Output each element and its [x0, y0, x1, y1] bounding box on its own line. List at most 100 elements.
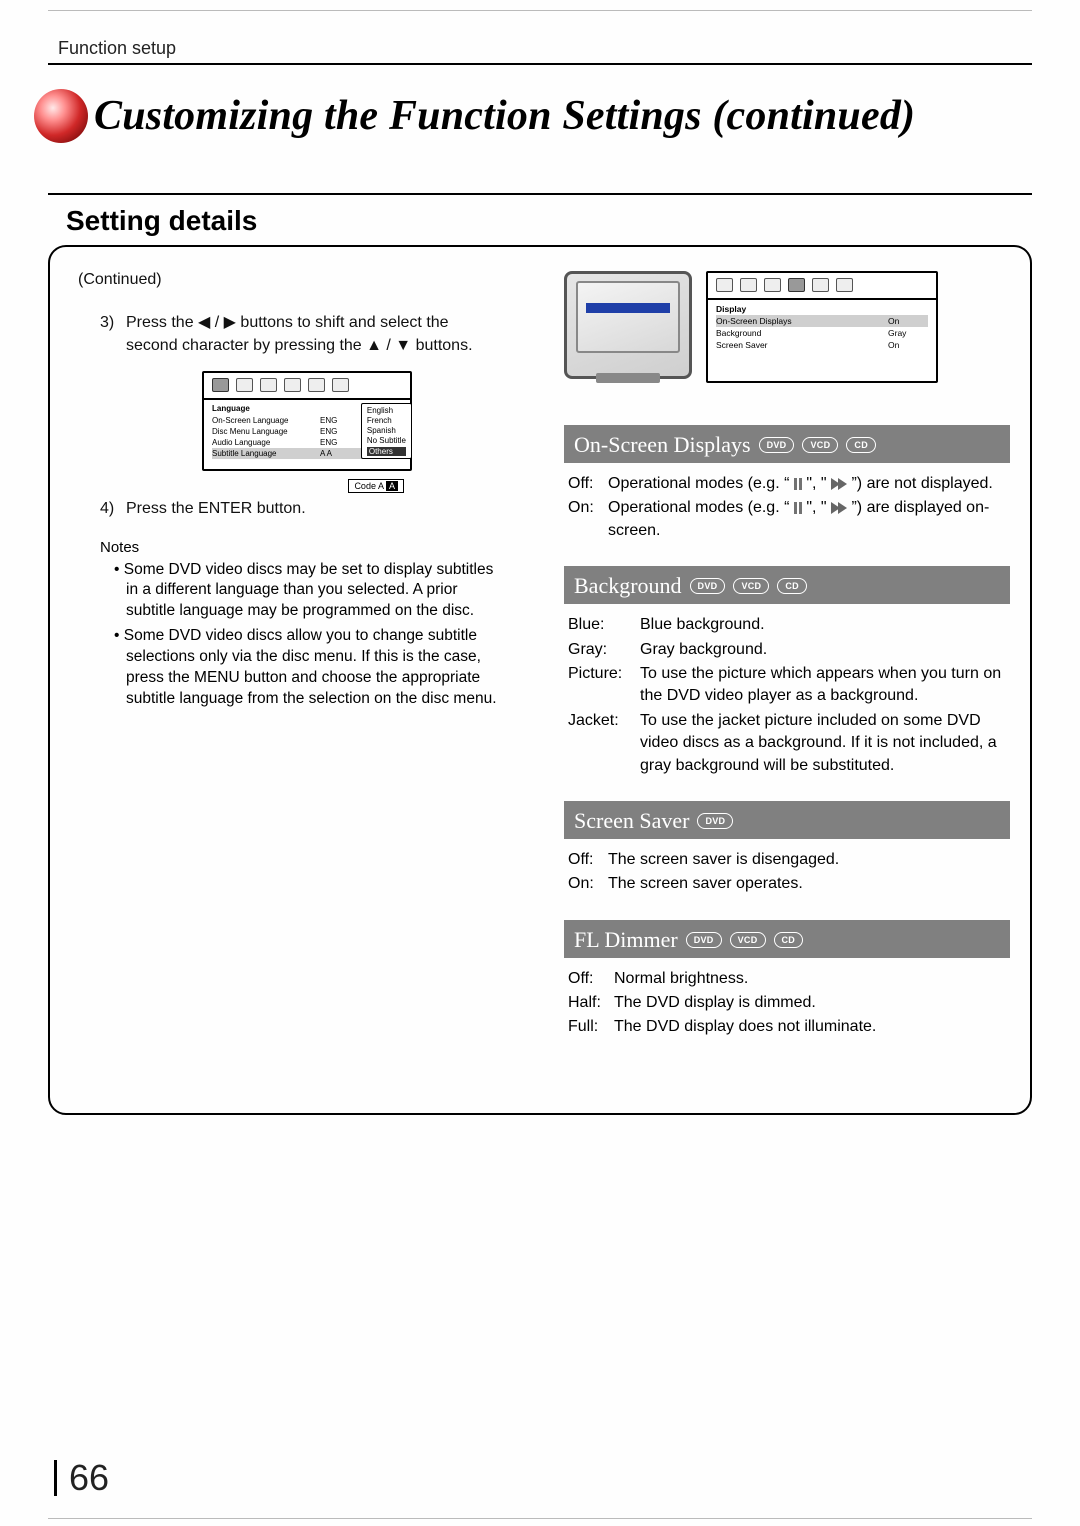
- definition-key: Off:: [568, 968, 614, 990]
- content-box: (Continued) 3) Press the ◀ / ▶ buttons t…: [48, 245, 1032, 1115]
- disc-type-pill: DVD: [697, 813, 733, 829]
- display-figure-row: Display On-Screen DisplaysOnBackgroundGr…: [564, 271, 1010, 383]
- display-osd-figure: Display On-Screen DisplaysOnBackgroundGr…: [706, 271, 938, 383]
- definition-value: To use the picture which appears when yo…: [640, 663, 1006, 708]
- osd-tab-icon: [716, 278, 733, 292]
- tv-illustration: [564, 271, 692, 379]
- subsection-title: Screen Saver: [574, 808, 689, 834]
- definition-key: Full:: [568, 1016, 614, 1038]
- disc-type-pill: CD: [846, 437, 876, 453]
- subsection-content: Off:Operational modes (e.g. “ ", " ”) ar…: [564, 473, 1010, 566]
- disc-type-pill: VCD: [730, 932, 766, 948]
- definition-row: Jacket:To use the jacket picture include…: [568, 710, 1006, 777]
- definition-value: Operational modes (e.g. “ ", " ”) are no…: [608, 473, 1006, 495]
- osd-tab-icon: [260, 378, 277, 392]
- definition-key: On:: [568, 497, 608, 542]
- definition-key: Off:: [568, 473, 608, 495]
- definition-value: To use the jacket picture included on so…: [640, 710, 1006, 777]
- setting-frame: Setting details (Continued) 3) Press the…: [48, 193, 1032, 1115]
- osd-side-item: English: [367, 406, 406, 415]
- osd-tab-icon: [332, 378, 349, 392]
- code-label: Code: [354, 481, 376, 491]
- definition-key: Off:: [568, 849, 608, 871]
- page: Function setup Customizing the Function …: [0, 0, 1080, 1526]
- osd-tab-icon: [764, 278, 781, 292]
- osd-row: On-Screen DisplaysOn: [716, 315, 928, 327]
- osd-side-others: Others: [367, 447, 406, 456]
- notes-list: Some DVD video discs may be set to displ…: [114, 560, 504, 710]
- definition-value: Operational modes (e.g. “ ", " ”) are di…: [608, 497, 1006, 542]
- step-4: 4) Press the ENTER button.: [100, 497, 504, 520]
- osd-body: Display On-Screen DisplaysOnBackgroundGr…: [708, 300, 936, 381]
- definition-key: Gray:: [568, 639, 640, 661]
- step-3: 3) Press the ◀ / ▶ buttons to shift and …: [100, 311, 504, 357]
- subsection-content: Off:Normal brightness.Half:The DVD displ…: [564, 968, 1010, 1063]
- definition-row: Full:The DVD display does not illuminate…: [568, 1016, 1006, 1038]
- definition-value: The screen saver operates.: [608, 873, 1006, 895]
- subsection-heading: Screen Saver DVD: [564, 801, 1010, 839]
- definition-row: Blue:Blue background.: [568, 614, 1006, 636]
- subsection-content: Off:The screen saver is disengaged.On:Th…: [564, 849, 1010, 920]
- osd-row: BackgroundGray: [716, 327, 928, 339]
- language-osd-figure: Language On-Screen LanguageENGDisc Menu …: [202, 371, 412, 471]
- disc-type-pill: DVD: [759, 437, 795, 453]
- continued-label: (Continued): [78, 271, 504, 289]
- osd-tab-row: [708, 273, 936, 300]
- step-number: 3): [100, 311, 126, 357]
- page-title: Customizing the Function Settings (conti…: [94, 92, 915, 140]
- notes-heading: Notes: [100, 539, 504, 556]
- osd-code-box: Code AA: [348, 479, 404, 493]
- osd-side-list: English French Spanish No Subtitle Other…: [361, 403, 412, 459]
- osd-side-item: Spanish: [367, 426, 406, 435]
- note-item: Some DVD video discs allow you to change…: [114, 626, 504, 710]
- osd-tab-icon: [812, 278, 829, 292]
- step-text: Press the ◀ / ▶ buttons to shift and sel…: [126, 311, 504, 357]
- osd-side-item: No Subtitle: [367, 436, 406, 445]
- step-text: Press the ENTER button.: [126, 497, 504, 520]
- note-item: Some DVD video discs may be set to displ…: [114, 560, 504, 623]
- right-column: Display On-Screen DisplaysOnBackgroundGr…: [564, 271, 1010, 1093]
- definition-key: On:: [568, 873, 608, 895]
- osd-tab-icon: [212, 378, 229, 392]
- definition-row: Picture:To use the picture which appears…: [568, 663, 1006, 708]
- title-row: Customizing the Function Settings (conti…: [48, 89, 1032, 143]
- subsection-heading: FL Dimmer DVD VCD CD: [564, 920, 1010, 958]
- definition-row: Half:The DVD display is dimmed.: [568, 992, 1006, 1014]
- osd-tab-icon: [308, 378, 325, 392]
- definition-value: The DVD display does not illuminate.: [614, 1016, 1006, 1038]
- subsection-title: On-Screen Displays: [574, 432, 751, 458]
- subsection-title: FL Dimmer: [574, 927, 678, 953]
- osd-row: Screen SaverOn: [716, 339, 928, 351]
- definition-value: The screen saver is disengaged.: [608, 849, 1006, 871]
- definition-key: Blue:: [568, 614, 640, 636]
- disc-type-pill: DVD: [686, 932, 722, 948]
- osd-side-item: French: [367, 416, 406, 425]
- disc-type-pill: CD: [774, 932, 804, 948]
- disc-type-pill: CD: [777, 578, 807, 594]
- code-char: A: [378, 481, 384, 491]
- subsection-heading: On-Screen DisplaysDVDVCDCD: [564, 425, 1010, 463]
- setting-details-heading: Setting details: [48, 195, 1032, 245]
- definition-value: Normal brightness.: [614, 968, 1006, 990]
- breadcrumb: Function setup: [58, 38, 1032, 59]
- definition-value: Blue background.: [640, 614, 1006, 636]
- subsection-title: Background: [574, 573, 682, 599]
- osd-tab-icon: [788, 278, 805, 292]
- decorative-sphere-icon: [34, 89, 88, 143]
- step-number: 4): [100, 497, 126, 520]
- definition-row: Off:Operational modes (e.g. “ ", " ”) ar…: [568, 473, 1006, 495]
- osd-tab-icon: [236, 378, 253, 392]
- subsection-heading: Background DVD VCD CD: [564, 566, 1010, 604]
- disc-type-pill: VCD: [733, 578, 769, 594]
- osd-header: Display: [716, 304, 928, 314]
- definition-row: On:The screen saver operates.: [568, 873, 1006, 895]
- definition-key: Jacket:: [568, 710, 640, 777]
- definition-row: Gray:Gray background.: [568, 639, 1006, 661]
- definition-value: Gray background.: [640, 639, 1006, 661]
- left-column: (Continued) 3) Press the ◀ / ▶ buttons t…: [74, 271, 504, 1093]
- osd-tab-icon: [284, 378, 301, 392]
- divider: [48, 63, 1032, 65]
- osd-tab-row: [204, 373, 410, 400]
- definition-value: The DVD display is dimmed.: [614, 992, 1006, 1014]
- disc-type-pill: DVD: [690, 578, 726, 594]
